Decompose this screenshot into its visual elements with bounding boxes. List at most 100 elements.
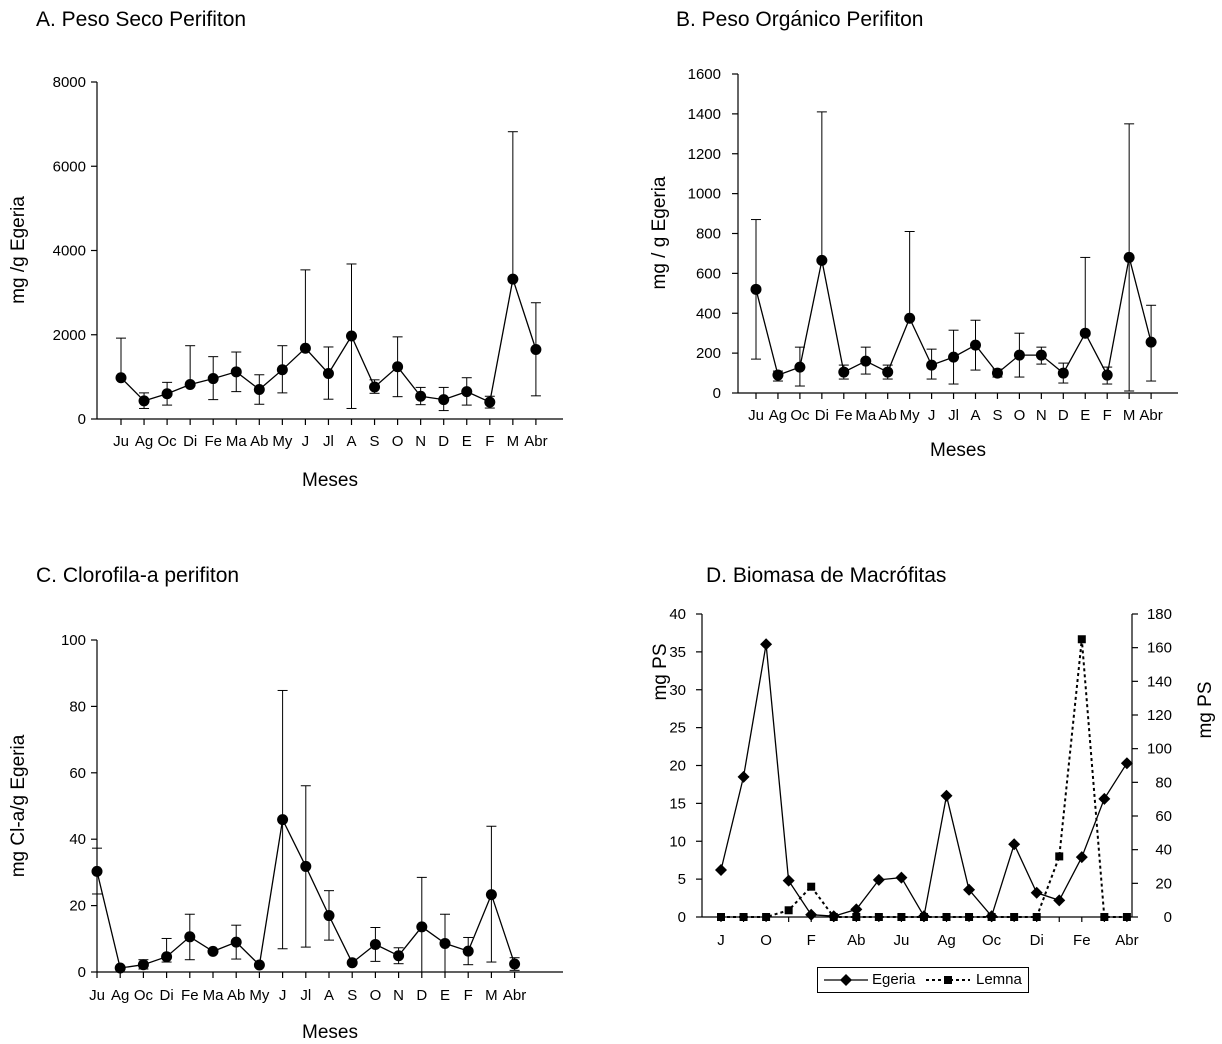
chart-a-x-tick-label: My: [272, 433, 292, 450]
chart-c-y-tick-label: 40: [69, 831, 86, 848]
chart-b-y-tick-label: 1000: [688, 186, 721, 203]
chart-c-x-tick-label: Ju: [89, 987, 105, 1004]
chart-d-data-point-lemna: [1055, 852, 1064, 861]
chart-d-data-point-lemna: [762, 913, 771, 921]
chart-b-x-tick-label: Ma: [855, 407, 876, 424]
chart-b-data-point: [882, 366, 894, 378]
chart-d-series-line-egeria: [720, 644, 1128, 919]
chart-a-x-tick-label: Di: [183, 433, 197, 450]
chart-d-data-point-egeria: [1053, 894, 1066, 907]
chart-a-data-point: [322, 368, 334, 380]
chart-d-data-point-lemna: [965, 913, 974, 921]
chart-c-data-point: [207, 945, 219, 957]
chart-a-data-point: [346, 330, 357, 342]
chart-a-data-point: [438, 394, 450, 406]
chart-a-data-point: [138, 395, 150, 407]
chart-b-data-point: [1079, 327, 1091, 339]
chart-c-data-point: [253, 959, 265, 971]
chart-c-data-point: [114, 962, 126, 974]
chart-d-y-tick-label-right: 40: [1155, 842, 1172, 859]
chart-b-data-point: [904, 312, 916, 324]
chart-b-y-tick-label: 0: [713, 385, 721, 402]
chart-b-data-point: [1013, 349, 1025, 361]
chart-b-x-tick-label: Di: [815, 407, 829, 424]
chart-c-x-tick-label: Ag: [111, 987, 129, 1004]
chart-b-data-point: [816, 254, 828, 266]
chart-d-y-tick-label-left: 10: [669, 833, 686, 850]
chart-d-data-point-lemna: [784, 906, 793, 915]
chart-c-data-point: [91, 865, 103, 877]
chart-d-data-point-egeria: [940, 789, 953, 802]
chart-d-title: D. Biomasa de Macrófitas: [706, 564, 947, 587]
chart-c-data-point: [323, 910, 335, 922]
chart-a-x-tick-label: N: [415, 433, 426, 450]
chart-c-x-tick-label: A: [324, 987, 334, 1004]
chart-a-y-tick-label: 8000: [53, 74, 86, 91]
legend-lemna-swatch: [926, 976, 970, 984]
chart-b-data-point: [948, 351, 960, 363]
chart-a-x-tick-label: Ju: [113, 433, 129, 450]
chart-b-x-axis-title: Meses: [930, 440, 986, 461]
chart-d-data-point-egeria: [1098, 792, 1111, 805]
chart-b-y-tick-label: 1600: [688, 66, 721, 83]
chart-d-data-point-egeria: [805, 908, 818, 921]
chart-c-data-point: [393, 950, 405, 962]
chart-b-x-tick-label: O: [1014, 407, 1026, 424]
chart-a-x-tick-label: S: [370, 433, 380, 450]
chart-c-data-point: [439, 937, 451, 949]
legend-egeria-swatch: [824, 974, 868, 986]
chart-a-x-tick-label: Jl: [323, 433, 334, 450]
chart-d-legend: Egeria Lemna: [817, 967, 1029, 993]
chart-b-x-tick-label: Fe: [835, 407, 853, 424]
chart-a-y-tick-label: 6000: [53, 158, 86, 175]
chart-c-data-point: [184, 931, 196, 943]
chart-d-y-tick-label-right: 120: [1147, 707, 1172, 724]
chart-a-x-tick-label: D: [438, 433, 449, 450]
chart-d-data-point-lemna: [942, 913, 951, 921]
chart-c-x-tick-label: J: [279, 987, 287, 1004]
chart-b-x-tick-label: Ag: [769, 407, 787, 424]
chart-b-x-tick-label: Oc: [790, 407, 810, 424]
chart-d-data-point-egeria: [985, 910, 998, 923]
chart-a-title: A. Peso Seco Perifiton: [36, 8, 247, 31]
chart-c-y-tick-label: 20: [69, 898, 86, 915]
chart-d-y-tick-label-left: 40: [669, 606, 686, 623]
legend-lemna-label: Lemna: [976, 971, 1022, 988]
chart-a-x-tick-label: O: [392, 433, 404, 450]
chart-b-y-tick-label: 600: [696, 265, 721, 282]
chart-d-y-tick-label-right: 0: [1164, 909, 1172, 926]
chart-b-x-tick-label: J: [928, 407, 936, 424]
chart-a-x-tick-label: M: [507, 433, 520, 450]
chart-b-x-tick-label: E: [1080, 407, 1090, 424]
chart-a-y-tick-label: 4000: [53, 243, 86, 260]
chart-a-data-point: [184, 378, 196, 390]
chart-b-y-tick-label: 400: [696, 305, 721, 322]
chart-b-data-point: [1123, 251, 1135, 263]
chart-c-x-tick-label: Abr: [503, 987, 526, 1004]
chart-b-x-tick-label: Jl: [948, 407, 959, 424]
chart-d-x-tick-label: F: [807, 932, 816, 949]
chart-a-y-axis-title: mg /g Egeria: [8, 196, 29, 304]
chart-a-x-tick-label: Ag: [135, 433, 153, 450]
chart-d-data-point-lemna: [739, 913, 748, 921]
chart-d-data-point-egeria: [1075, 851, 1088, 864]
chart-b-x-tick-label: Ju: [748, 407, 764, 424]
chart-d-data-point-lemna: [807, 882, 816, 891]
chart-c-x-tick-label: Ab: [227, 987, 245, 1004]
chart-d-y-tick-label-right: 180: [1147, 606, 1172, 623]
chart-b-title: B. Peso Orgánico Perifiton: [676, 8, 924, 31]
chart-d-y-tick-label-left: 0: [678, 909, 686, 926]
chart-b-y-tick-label: 200: [696, 345, 721, 362]
chart-c-x-tick-label: O: [370, 987, 382, 1004]
chart-a-data-point: [299, 342, 311, 354]
chart-d-data-point-egeria: [782, 874, 795, 887]
chart-c-y-axis-title: mg Cl-a/g Egeria: [8, 734, 29, 877]
chart-a-x-tick-label: Abr: [524, 433, 547, 450]
chart-b-x-tick-label: S: [992, 407, 1002, 424]
chart-d-data-point-lemna: [852, 913, 861, 921]
chart-d-data-point-lemna: [1122, 913, 1131, 921]
chart-c-data-point: [300, 860, 312, 872]
chart-d-data-point-lemna: [1032, 913, 1041, 921]
chart-d-x-tick-label: Ag: [937, 932, 955, 949]
